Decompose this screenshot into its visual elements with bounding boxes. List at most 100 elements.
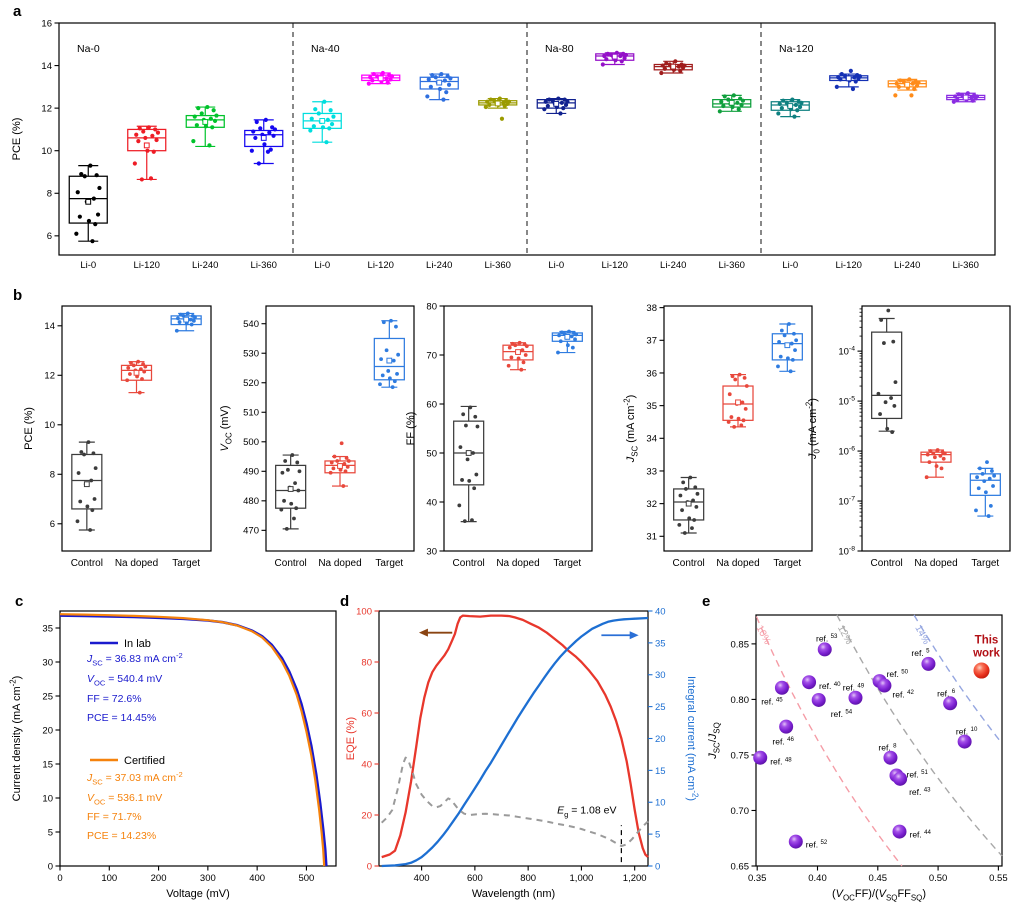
data-point (154, 137, 159, 143)
data-point (561, 106, 566, 111)
circle-shape (779, 719, 794, 734)
data-point (329, 122, 335, 127)
data-point (384, 76, 389, 81)
data-point (969, 95, 974, 100)
circle-shape (848, 690, 863, 705)
category-label: Na doped (716, 558, 759, 569)
y-axis-title: JSC/JSQ (707, 722, 722, 759)
data-point (506, 363, 511, 368)
data-point (896, 84, 901, 89)
data-point (876, 391, 881, 396)
x-tick-label: 800 (520, 873, 536, 884)
group-label: Na-120 (779, 43, 814, 55)
data-point (892, 404, 897, 408)
y-tick-label: 34 (646, 434, 657, 445)
bandgap-annotation: Eg = 1.08 eV (557, 805, 616, 819)
left-tick-label: 100 (356, 606, 372, 617)
data-point (974, 508, 978, 513)
data-point (990, 469, 994, 473)
data-point (694, 505, 699, 509)
data-point (790, 358, 795, 362)
data-point (457, 503, 462, 508)
data-point (325, 117, 330, 122)
x-tick-label: 500 (298, 873, 314, 884)
data-point (975, 475, 979, 480)
data-point (85, 504, 90, 509)
data-point (965, 91, 970, 96)
left-tick-label: 0 (367, 861, 372, 872)
x-tick-label: 0.35 (748, 873, 767, 884)
data-point (461, 412, 466, 417)
data-point (468, 405, 473, 410)
data-point (210, 125, 215, 130)
circle-shape (943, 696, 958, 711)
data-point (924, 475, 929, 480)
data-point (983, 490, 988, 495)
data-point (777, 101, 782, 106)
panel-d-label: d (340, 593, 350, 610)
data-point (931, 451, 936, 456)
y-tick-label: 510 (243, 408, 259, 419)
y-tick-label: 500 (243, 437, 259, 448)
ref-label: ref. 46 (772, 736, 794, 746)
data-point (86, 440, 91, 445)
rect-shape (551, 332, 583, 342)
data-point (381, 320, 386, 325)
mean-marker (143, 142, 150, 149)
category-label: Li-120 (368, 260, 394, 271)
data-point (442, 78, 447, 83)
data-point (309, 116, 314, 121)
ref-label: ref. 8 (878, 742, 897, 752)
box-li-240 (653, 59, 693, 76)
data-point (935, 448, 940, 452)
category-label: Control (871, 558, 903, 569)
plot-frame (265, 305, 415, 552)
mean-marker (85, 198, 92, 205)
data-point (602, 53, 607, 59)
box-li-120 (595, 50, 635, 67)
data-point (678, 493, 683, 498)
data-point (883, 400, 888, 405)
integral-axis-arrow (601, 631, 639, 640)
x-tick-label: 600 (467, 873, 483, 884)
data-point (558, 111, 563, 116)
data-point (509, 355, 514, 360)
y-tick-label: 480 (243, 496, 259, 507)
data-point (465, 457, 470, 462)
data-point (136, 139, 141, 144)
category-label: Li-120 (134, 260, 160, 271)
data-point (721, 103, 726, 109)
data-point (779, 328, 784, 333)
panel-c-label: c (15, 593, 24, 610)
data-point (177, 320, 182, 324)
data-point (75, 519, 80, 524)
ref-point-43: ref. 43 (893, 771, 931, 797)
data-point (839, 71, 844, 77)
circle-shape (921, 656, 936, 671)
data-point (740, 400, 745, 405)
y-tick-label: 35 (42, 623, 53, 634)
data-point (565, 343, 570, 348)
data-point (97, 185, 102, 191)
data-point (316, 111, 321, 116)
right-tick-label: 10 (655, 798, 666, 809)
data-point (433, 75, 438, 80)
box-li-360 (478, 96, 518, 121)
left-axis-title: EQE (%) (345, 717, 357, 760)
panel-a-label: a (13, 3, 22, 20)
group-label: Na-0 (77, 43, 100, 55)
panel-b-label: b (13, 287, 23, 304)
data-point (951, 99, 956, 104)
data-point (293, 481, 297, 486)
data-point (82, 174, 87, 179)
curve-integral-current (381, 616, 649, 868)
data-point (251, 129, 256, 134)
data-point (792, 114, 797, 119)
stat-line: FF = 72.6% (87, 693, 142, 705)
data-point (941, 456, 946, 461)
group-label: Na-40 (311, 43, 340, 55)
data-point (82, 452, 86, 457)
data-point (659, 70, 664, 76)
y-axis-title: FF (%) (405, 412, 417, 446)
data-point (886, 308, 891, 313)
